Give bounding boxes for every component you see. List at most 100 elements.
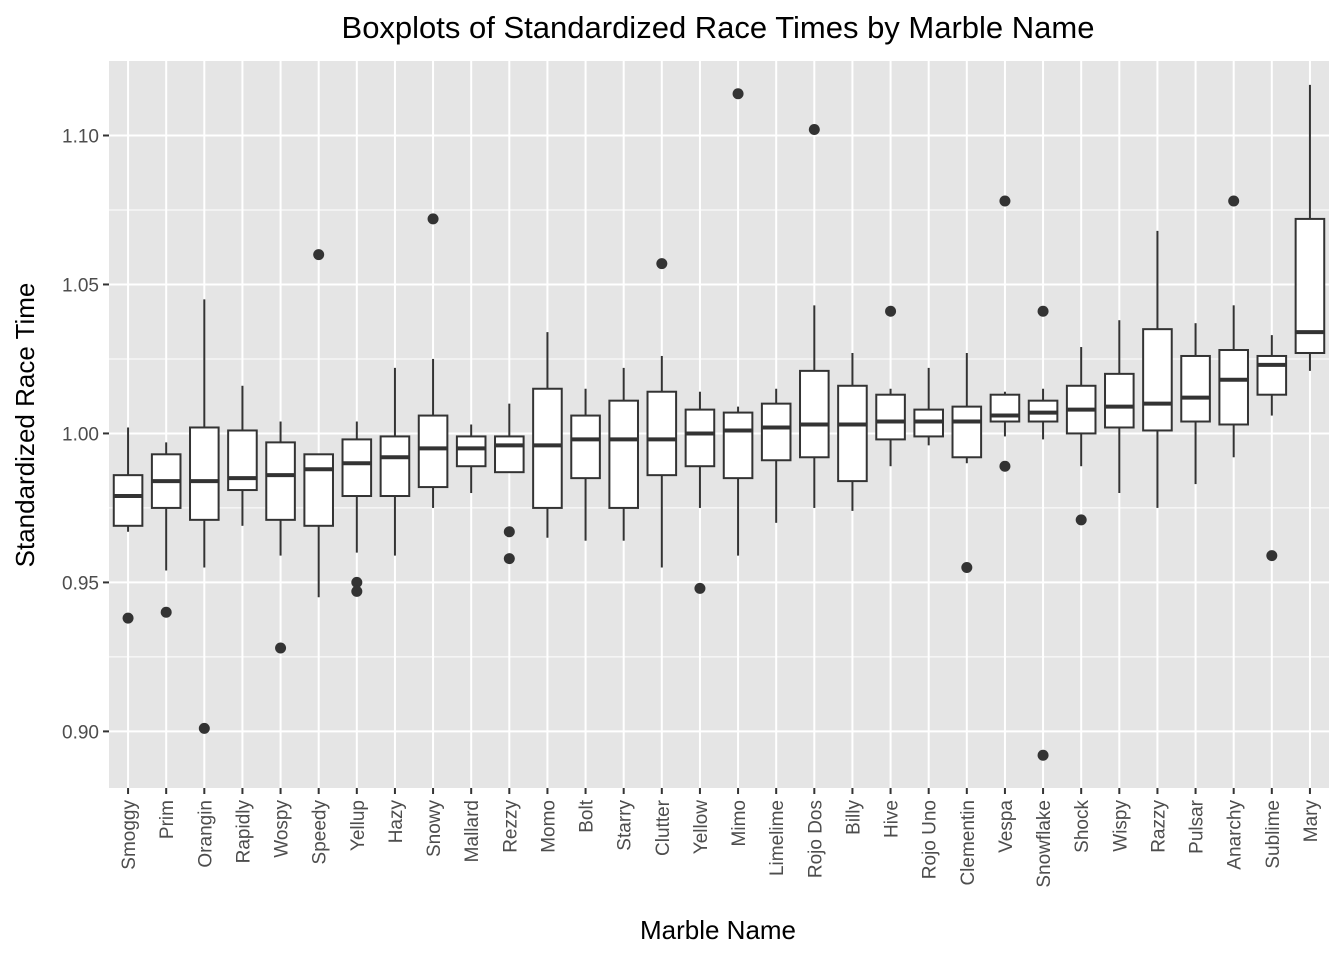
- outlier-point: [999, 195, 1011, 207]
- y-tick-label: 1.00: [62, 424, 99, 445]
- outlier-point: [275, 642, 287, 654]
- outlier-point: [1037, 305, 1049, 317]
- box-iqr: [227, 429, 258, 492]
- x-tick-label: Clutter: [653, 799, 674, 856]
- outlier-point: [122, 612, 134, 624]
- box-yellup: [341, 421, 373, 597]
- box-iqr: [951, 405, 983, 459]
- box-prim: [150, 442, 182, 618]
- box-series: [112, 84, 1326, 761]
- outlier-point: [198, 722, 210, 734]
- y-tick-label: 0.90: [62, 722, 99, 743]
- box-mallard: [455, 424, 487, 494]
- outlier-point: [694, 582, 706, 594]
- box-shock: [1065, 347, 1097, 526]
- x-axis: Smoggy Prim Orangin Rapidly Wospy Speedy Yellu…: [119, 788, 1322, 888]
- x-tick-label: Anarchy: [1225, 800, 1246, 870]
- box-sublime: [1256, 335, 1288, 562]
- outlier-point: [1266, 550, 1278, 562]
- box-iqr: [875, 393, 906, 441]
- x-tick-label: Starry: [615, 800, 636, 851]
- box-iqr: [265, 441, 296, 521]
- x-tick-label: Wospy: [272, 800, 293, 858]
- outlier-point: [427, 213, 439, 225]
- outlier-point: [351, 585, 363, 597]
- x-tick-label: Mallard: [462, 800, 483, 862]
- x-tick-label: Rojo Uno: [920, 800, 941, 879]
- y-axis-title: Standardized Race Time: [10, 283, 40, 568]
- box-iqr: [646, 390, 678, 477]
- outlier-point: [656, 258, 668, 270]
- box-rapidly: [227, 385, 258, 526]
- box-iqr: [1142, 328, 1173, 432]
- outlier-point: [885, 305, 897, 317]
- box-iqr: [837, 384, 868, 483]
- box-iqr: [494, 435, 525, 474]
- outlier-point: [160, 606, 172, 618]
- x-axis-title: Marble Name: [640, 915, 796, 945]
- x-tick-label: Billy: [843, 800, 864, 835]
- outlier-point: [808, 124, 820, 136]
- x-tick-label: Hazy: [386, 800, 407, 844]
- x-tick-label: Rojo Dos: [805, 800, 826, 878]
- x-tick-label: Bolt: [577, 799, 598, 832]
- outlier-point: [503, 553, 515, 565]
- x-tick-label: Momo: [538, 800, 559, 853]
- box-iqr: [303, 453, 334, 527]
- box-iqr: [608, 399, 639, 509]
- box-iqr: [799, 369, 830, 459]
- box-iqr: [722, 411, 754, 480]
- box-iqr: [189, 426, 220, 521]
- box-limelime: [760, 388, 792, 523]
- box-iqr: [417, 414, 449, 489]
- box-orangin: [189, 299, 220, 734]
- y-tick-label: 0.95: [62, 573, 99, 594]
- box-snowy: [417, 213, 449, 508]
- box-starry: [608, 367, 639, 541]
- y-tick-label: 1.05: [62, 275, 99, 296]
- x-tick-label: Snowy: [424, 800, 445, 858]
- x-tick-label: Shock: [1072, 800, 1093, 853]
- x-tick-label: Smoggy: [119, 800, 140, 870]
- x-tick-label: Rapidly: [233, 800, 254, 864]
- x-tick-label: Snowflake: [1034, 800, 1055, 888]
- box-iqr: [532, 387, 563, 509]
- box-iqr: [379, 435, 411, 498]
- box-bolt: [570, 388, 601, 541]
- box-snowflake: [1027, 305, 1059, 761]
- box-iqr: [760, 402, 792, 462]
- box-iqr: [455, 435, 487, 468]
- y-axis: 0.90 0.95 1.00 1.05 1.10: [62, 126, 109, 743]
- chart-title: Boxplots of Standardized Race Times by M…: [342, 10, 1095, 45]
- box-iqr: [341, 438, 373, 498]
- outlier-point: [732, 88, 744, 100]
- box-clutter: [646, 258, 678, 568]
- x-tick-label: Rezzy: [500, 800, 521, 853]
- x-tick-label: Clementin: [958, 800, 979, 886]
- box-iqr: [1256, 354, 1288, 396]
- box-speedy: [303, 249, 334, 598]
- x-tick-label: Hive: [882, 800, 903, 838]
- outlier-point: [961, 562, 973, 574]
- x-tick-label: Sublime: [1263, 800, 1284, 869]
- outlier-point: [999, 460, 1011, 472]
- box-iqr: [1104, 372, 1135, 429]
- x-tick-label: Yellup: [348, 800, 369, 851]
- x-tick-label: Yellow: [691, 800, 712, 855]
- box-iqr: [570, 414, 601, 480]
- x-tick-label: Pulsar: [1187, 799, 1208, 854]
- x-tick-label: Mary: [1301, 800, 1322, 843]
- box-vespa: [989, 195, 1021, 472]
- box-hive: [875, 305, 906, 467]
- x-tick-label: Wispy: [1110, 800, 1131, 852]
- box-razzy: [1142, 230, 1173, 508]
- x-tick-label: Razzy: [1148, 800, 1169, 853]
- x-tick-label: Vespa: [996, 800, 1017, 853]
- outlier-point: [1037, 749, 1049, 761]
- box-wospy: [265, 421, 296, 654]
- box-yellow: [684, 391, 716, 594]
- outlier-point: [313, 249, 325, 261]
- box-rezzy: [494, 403, 525, 565]
